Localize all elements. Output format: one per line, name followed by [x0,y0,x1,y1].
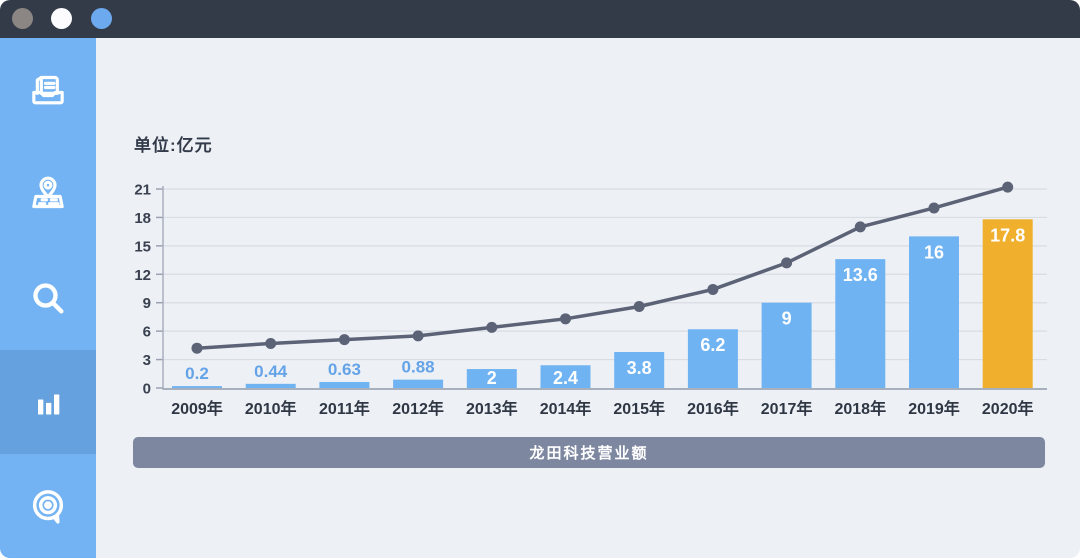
window-control-gray[interactable] [12,8,33,29]
x-axis-label: 2013年 [466,399,518,418]
x-axis-label: 2014年 [540,399,592,418]
window-control-blue[interactable] [91,8,112,29]
bar-value-label: 0.44 [254,362,288,381]
window-control-white[interactable] [51,8,72,29]
trend-line [196,185,1009,350]
bar-value-label: 2 [487,368,497,388]
x-axis-label: 2015年 [613,399,665,418]
trend-line-dot [191,342,203,354]
window-titlebar [0,0,1080,38]
revenue-chart: 0 3 6 9 12 15 18 21 0.2 2009年 0.44 2010年 0.63 2011年 0.… [134,181,1047,418]
bar [466,369,517,388]
y-tick-label: 21 [134,182,151,199]
map-pin-icon [32,176,64,209]
bar-chart-icon [38,394,60,415]
bar [172,386,222,388]
sidebar-item-search[interactable] [0,246,96,350]
x-axis-label: 2018年 [834,399,886,418]
y-tick-label: 9 [143,295,151,312]
y-tick-label: 0 [143,381,151,398]
chart-unit-label: 单位:亿元 [134,136,213,155]
x-axis-label: 2016年 [687,399,739,418]
bar [687,329,738,388]
trend-line-dot [265,337,277,349]
trend-line-dot [1002,181,1014,193]
y-tick-label: 12 [134,267,151,284]
bar [761,302,812,388]
chart-panel: 单位:亿元 0 3 6 9 12 15 18 21 0.2 2009年 0.44 2010年 0.63 2… [96,38,1080,558]
bar [982,219,1033,388]
sidebar-item-target[interactable] [0,454,96,558]
trend-line-dot [633,301,645,313]
trend-line-dot [707,283,719,295]
bar-value-label: 3.8 [627,358,652,378]
trend-line-dot [486,321,498,333]
trend-line-dot [928,202,940,214]
trend-line-dot [338,334,350,346]
sidebar-item-map[interactable] [0,142,96,246]
bar-value-label: 16 [924,242,944,262]
x-axis-label: 2019年 [908,399,960,418]
search-icon [33,283,64,314]
bar-value-label: 2.4 [553,368,578,388]
bar [614,351,665,388]
bar-value-label: 17.8 [990,225,1025,245]
y-tick-label: 15 [134,238,151,255]
bar [835,259,886,388]
trend-line-dot [412,330,424,342]
target-icon [32,490,64,524]
x-axis-label: 2010年 [245,399,297,418]
chart-caption: 龙田科技营业额 [133,437,1045,468]
bar-value-label: 0.88 [402,358,435,377]
y-tick-label: 18 [134,210,151,227]
bar-value-label: 13.6 [843,265,878,285]
bar [909,236,959,388]
bar [540,365,591,388]
trend-line-dot [560,313,571,325]
x-axis-label: 2009年 [171,399,223,418]
x-axis-label: 2011年 [319,399,370,418]
sidebar-item-analytics[interactable] [0,350,96,454]
trend-line-dot [854,221,866,233]
x-axis-label: 2020年 [982,399,1034,418]
bar-value-label: 0.63 [328,360,361,379]
y-tick-label: 3 [143,352,151,369]
bar-value-label: 0.2 [185,364,209,383]
trend-line-dot [781,257,793,269]
bar-value-label: 6.2 [700,335,725,355]
x-axis-label: 2017年 [761,399,813,418]
y-tick-label: 6 [143,324,151,341]
sidebar-item-reading-list[interactable] [0,38,96,142]
bar-value-label: 9 [782,309,792,329]
reading-list-icon [32,75,64,105]
sidebar [0,38,96,558]
x-axis-label: 2012年 [392,399,444,418]
bar [245,383,296,388]
bar [393,379,444,388]
bar [319,382,370,388]
